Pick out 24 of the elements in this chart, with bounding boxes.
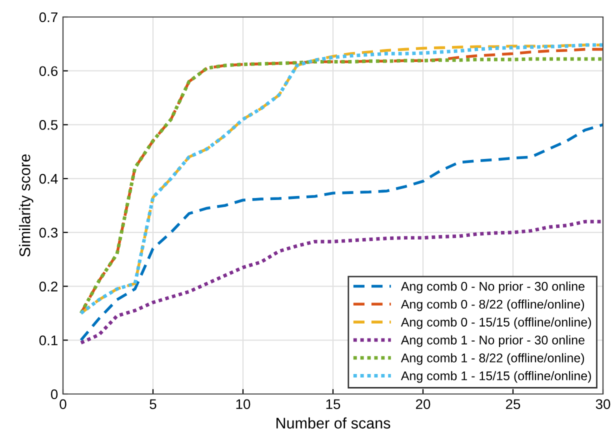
legend-label: Ang comb 1 - 8/22 (offline/online): [400, 353, 584, 365]
y-tick-label: 0: [50, 389, 58, 400]
legend-label: Ang comb 0 - No prior - 30 online: [400, 282, 584, 294]
x-tick-label: 30: [596, 399, 610, 410]
y-axis-title: Similarity score: [19, 154, 34, 257]
legend-label: Ang comb 0 - 8/22 (offline/online): [400, 299, 584, 312]
legend-label: Ang comb 1 - 15/15 (offline/online): [400, 371, 591, 383]
y-tick-label: 0.5: [39, 120, 58, 130]
x-tick-label: 15: [326, 399, 340, 410]
y-tick-label: 0.1: [39, 335, 58, 346]
y-tick-label: 0.6: [39, 66, 58, 76]
legend-label: Ang comb 1 - No prior - 30 online: [400, 335, 584, 347]
x-tick-label: 25: [506, 399, 520, 410]
line-series: [79, 220, 603, 345]
x-tick-label: 5: [150, 399, 156, 410]
y-tick-label: 0.2: [39, 282, 58, 292]
y-tick-label: 0.4: [39, 174, 58, 184]
y-tick-label: 0.7: [39, 12, 58, 22]
x-tick-label: 20: [416, 399, 430, 410]
x-tick-label: 0: [60, 399, 66, 410]
legend-label: Ang comb 0 - 15/15 (offline/online): [400, 317, 591, 330]
x-axis-title: Number of scans: [276, 417, 390, 429]
y-tick-label: 0.3: [39, 228, 58, 238]
x-tick-label: 10: [236, 399, 250, 410]
